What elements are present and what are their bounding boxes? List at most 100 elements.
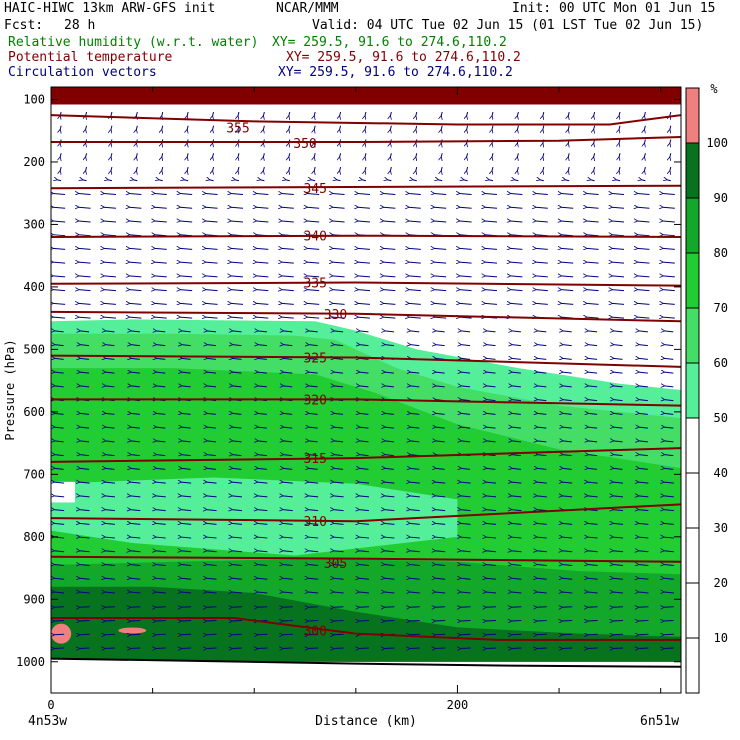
wind-vector bbox=[181, 510, 192, 511]
wind-vector bbox=[207, 372, 217, 373]
wind-vector bbox=[232, 468, 242, 469]
wind-vector bbox=[256, 303, 269, 304]
wind-vector bbox=[334, 607, 344, 608]
wind-vector bbox=[231, 221, 243, 222]
wind-vector bbox=[512, 358, 521, 359]
wind-vector bbox=[409, 207, 421, 208]
wind-vector bbox=[156, 441, 166, 442]
wind-vector bbox=[670, 166, 672, 171]
wind-vector bbox=[80, 537, 90, 538]
wind-vector bbox=[181, 578, 192, 579]
wind-vector bbox=[365, 153, 367, 157]
wind-vector bbox=[131, 427, 140, 428]
wind-vector bbox=[182, 441, 191, 442]
wind-vector bbox=[231, 276, 243, 277]
rh-dry-notch bbox=[51, 481, 75, 503]
wind-vector bbox=[612, 262, 625, 263]
wind-vector bbox=[664, 648, 674, 649]
wind-vector bbox=[486, 468, 496, 469]
wind-vector bbox=[131, 455, 140, 456]
wind-vector bbox=[257, 510, 268, 511]
wind-vector bbox=[207, 621, 217, 622]
wind-vector bbox=[612, 248, 625, 249]
wind-vector bbox=[614, 413, 623, 414]
wind-vector bbox=[130, 551, 141, 552]
wind-vector bbox=[54, 496, 65, 497]
wind-vector bbox=[435, 537, 446, 538]
wind-vector bbox=[543, 166, 545, 171]
wind-vector bbox=[156, 578, 166, 579]
wind-vector bbox=[79, 262, 91, 263]
wind-vector bbox=[663, 235, 675, 236]
theta-contour-315 bbox=[51, 447, 681, 463]
wind-vector bbox=[155, 193, 167, 194]
wind-vector bbox=[641, 180, 646, 182]
wind-vector bbox=[136, 125, 138, 130]
wind-vector bbox=[104, 262, 116, 263]
wind-vector bbox=[587, 248, 599, 249]
wind-vector bbox=[383, 207, 396, 208]
wind-vector bbox=[130, 565, 141, 566]
wind-vector bbox=[510, 290, 523, 291]
wind-vector bbox=[461, 621, 471, 622]
wind-vector bbox=[510, 303, 523, 304]
wind-vector bbox=[289, 166, 291, 171]
wind-vector bbox=[334, 551, 344, 552]
wind-vector bbox=[461, 592, 471, 593]
wind-vector bbox=[510, 207, 523, 208]
wind-vector bbox=[637, 276, 650, 277]
colorbar-tick-label: 100 bbox=[706, 136, 728, 150]
wind-vector bbox=[614, 358, 623, 359]
wind-vector bbox=[461, 648, 471, 649]
wind-vector bbox=[383, 317, 396, 318]
wind-vector bbox=[486, 345, 496, 346]
wind-vector bbox=[385, 331, 394, 332]
wind-vector bbox=[334, 634, 344, 635]
wind-vector bbox=[257, 482, 268, 483]
wind-vector bbox=[340, 166, 342, 171]
wind-vector bbox=[80, 427, 90, 428]
y-tick-label: 800 bbox=[23, 530, 45, 544]
wind-vector bbox=[461, 537, 471, 538]
wind-vector bbox=[232, 510, 243, 511]
wind-vector bbox=[129, 276, 142, 277]
wind-vector bbox=[53, 235, 66, 236]
wind-vector bbox=[308, 648, 319, 649]
theta-field-label: Potential temperature bbox=[8, 50, 173, 65]
wind-vector bbox=[156, 621, 166, 622]
wind-vector bbox=[613, 648, 624, 649]
wind-vector bbox=[105, 523, 115, 524]
wind-vector bbox=[436, 345, 445, 346]
wind-vector bbox=[283, 372, 293, 373]
wind-vector bbox=[638, 621, 649, 622]
wind-vector bbox=[129, 290, 142, 291]
wind-vector bbox=[105, 510, 115, 511]
wind-vector bbox=[235, 180, 240, 182]
wind-vector bbox=[334, 427, 344, 428]
wind-vector bbox=[104, 235, 116, 236]
wind-vector bbox=[588, 537, 598, 538]
wind-vector bbox=[105, 496, 115, 497]
wind-vector bbox=[308, 578, 319, 579]
colorbar-frame bbox=[685, 87, 700, 694]
wind-vector bbox=[130, 578, 141, 579]
wind-vector bbox=[413, 180, 417, 182]
wind-vector bbox=[435, 648, 446, 649]
wind-vector bbox=[385, 468, 394, 469]
wind-vector bbox=[232, 578, 243, 579]
wind-vector bbox=[410, 621, 420, 622]
wind-vector bbox=[563, 386, 572, 387]
wind-vector bbox=[561, 248, 574, 249]
wind-vector bbox=[561, 262, 574, 263]
y-axis-title: Pressure (hPa) bbox=[3, 339, 17, 440]
wind-vector bbox=[384, 496, 395, 497]
wind-vector bbox=[340, 125, 342, 130]
forecast-hours: 28 h bbox=[64, 18, 96, 33]
wind-vector bbox=[232, 482, 243, 483]
wind-vector bbox=[435, 551, 446, 552]
wind-vector bbox=[130, 621, 141, 622]
wind-vector bbox=[390, 153, 392, 157]
wind-vector bbox=[156, 523, 166, 524]
wind-vector bbox=[256, 276, 269, 277]
wind-vector bbox=[86, 166, 88, 171]
